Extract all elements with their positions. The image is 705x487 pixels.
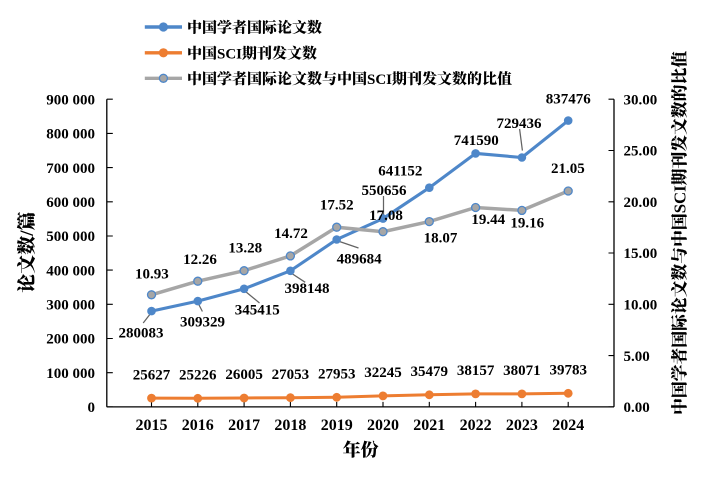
svg-text:2015: 2015	[136, 417, 168, 434]
svg-text:19.16: 19.16	[510, 216, 544, 232]
svg-text:5.00: 5.00	[624, 349, 650, 365]
svg-text:2017: 2017	[228, 417, 260, 434]
svg-text:2018: 2018	[274, 417, 306, 434]
svg-text:12.26: 12.26	[183, 252, 217, 268]
svg-text:2016: 2016	[182, 417, 214, 434]
svg-text:398148: 398148	[285, 281, 330, 297]
svg-text:13.28: 13.28	[228, 241, 262, 257]
svg-text:/: /	[17, 230, 38, 237]
svg-text:2024: 2024	[552, 417, 584, 434]
svg-text:0: 0	[88, 400, 96, 416]
svg-text:729436: 729436	[497, 116, 543, 132]
svg-text:17.52: 17.52	[320, 198, 354, 214]
svg-text:900 000: 900 000	[46, 92, 95, 108]
svg-text:25.00: 25.00	[624, 144, 658, 160]
svg-text:2023: 2023	[506, 417, 538, 434]
svg-text:17.08: 17.08	[369, 208, 403, 224]
svg-text:15.00: 15.00	[624, 246, 658, 262]
svg-text:25226: 25226	[179, 368, 217, 384]
svg-text:27953: 27953	[318, 367, 356, 383]
svg-text:600 000: 600 000	[46, 195, 95, 211]
svg-text:400 000: 400 000	[46, 263, 95, 279]
svg-text:800 000: 800 000	[46, 127, 95, 143]
svg-text:280083: 280083	[119, 326, 164, 342]
svg-text:309329: 309329	[180, 314, 225, 330]
svg-text:200 000: 200 000	[46, 332, 95, 348]
svg-text:21.05: 21.05	[551, 161, 585, 177]
svg-text:700 000: 700 000	[46, 161, 95, 177]
svg-text:2019: 2019	[321, 417, 353, 434]
svg-text:2021: 2021	[413, 417, 445, 434]
svg-text:SCI: SCI	[367, 72, 392, 88]
svg-text:35479: 35479	[411, 364, 449, 380]
svg-text:10.93: 10.93	[135, 266, 169, 282]
svg-text:38157: 38157	[457, 363, 495, 379]
svg-text:0.00: 0.00	[624, 400, 650, 416]
svg-text:300 000: 300 000	[46, 298, 95, 314]
svg-text:27053: 27053	[272, 367, 310, 383]
svg-text:38071: 38071	[503, 363, 541, 379]
svg-text:10.00: 10.00	[624, 298, 658, 314]
svg-text:489684: 489684	[337, 252, 383, 268]
svg-text:32245: 32245	[364, 365, 402, 381]
svg-text:550656: 550656	[362, 183, 408, 199]
svg-text:837476: 837476	[546, 91, 592, 107]
svg-text:39783: 39783	[549, 363, 587, 379]
svg-text:SCI: SCI	[670, 185, 689, 213]
svg-text:641152: 641152	[378, 164, 422, 180]
svg-text:345415: 345415	[235, 303, 280, 319]
svg-text:100 000: 100 000	[46, 366, 95, 382]
svg-text:18.07: 18.07	[424, 231, 458, 247]
svg-text:14.72: 14.72	[274, 226, 308, 242]
svg-text:26005: 26005	[225, 367, 263, 383]
svg-text:20.00: 20.00	[624, 195, 658, 211]
svg-text:2020: 2020	[367, 417, 399, 434]
svg-text:2022: 2022	[460, 417, 492, 434]
svg-text:741590: 741590	[454, 133, 499, 149]
svg-text:19.44: 19.44	[471, 212, 505, 228]
svg-text:30.00: 30.00	[624, 92, 658, 108]
svg-text:25627: 25627	[133, 367, 171, 383]
svg-text:500 000: 500 000	[46, 229, 95, 245]
svg-text:SCI: SCI	[217, 46, 242, 62]
